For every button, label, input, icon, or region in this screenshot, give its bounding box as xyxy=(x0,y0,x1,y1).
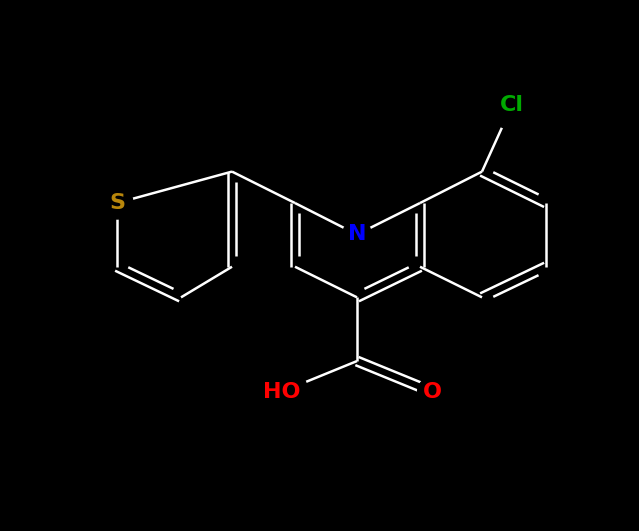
Text: O: O xyxy=(422,382,442,401)
Text: Cl: Cl xyxy=(500,96,524,115)
Circle shape xyxy=(343,220,371,249)
Text: S: S xyxy=(109,193,125,213)
Text: N: N xyxy=(348,225,366,244)
Circle shape xyxy=(256,366,307,417)
Text: HO: HO xyxy=(263,382,301,401)
Circle shape xyxy=(101,187,133,219)
Circle shape xyxy=(418,378,447,406)
Circle shape xyxy=(488,81,536,130)
